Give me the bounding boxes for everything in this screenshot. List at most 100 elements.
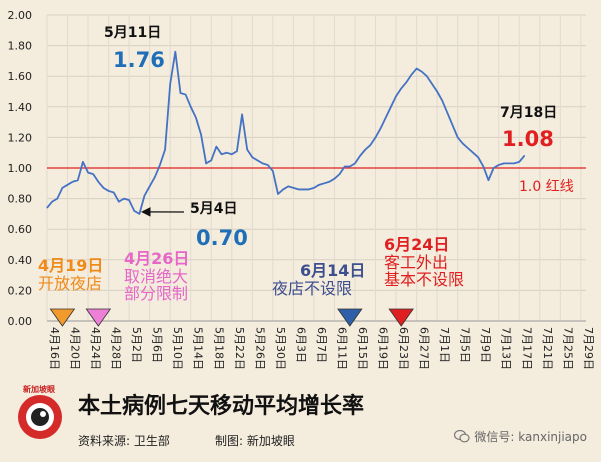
data-point	[256, 159, 259, 161]
event-apr26-date: 4月26日	[124, 249, 190, 268]
data-point	[344, 165, 346, 168]
data-point	[385, 116, 387, 119]
event-apr19: 4月19日 开放夜店	[38, 257, 103, 292]
data-point	[251, 156, 253, 158]
annotation-may4-value: 0.70	[196, 226, 248, 250]
data-point	[421, 71, 423, 73]
x-tick-label: 7月5日	[459, 327, 472, 363]
data-point	[282, 188, 284, 191]
data-point	[508, 162, 510, 165]
x-tick-label: 5月6日	[151, 327, 164, 363]
data-point	[457, 136, 459, 138]
data-point	[441, 100, 443, 102]
reference-line-label: 1.0 红线	[519, 179, 574, 195]
data-point	[390, 106, 392, 108]
data-point	[185, 93, 187, 96]
event-apr26: 4月26日 取消绝大 部分限制	[124, 250, 189, 303]
data-point	[272, 170, 274, 172]
data-point	[477, 156, 479, 158]
x-tick-label: 6月23日	[397, 327, 410, 370]
data-point	[159, 164, 161, 166]
data-point	[318, 184, 320, 186]
x-tick-label: 7月9日	[479, 327, 492, 363]
data-point	[174, 51, 176, 53]
data-point	[118, 201, 120, 203]
data-point	[374, 136, 377, 138]
data-point	[410, 74, 413, 76]
data-point	[56, 198, 58, 200]
annotation-jul18-value: 1.08	[502, 127, 554, 151]
event-marker-jun14	[337, 308, 363, 327]
data-point	[498, 164, 500, 166]
event-marker-jun24	[388, 308, 414, 327]
event-markers	[49, 308, 414, 327]
data-point	[179, 92, 182, 94]
event-marker-apr19	[49, 308, 76, 327]
data-point	[164, 149, 166, 151]
data-point	[241, 113, 243, 116]
data-point	[416, 67, 418, 70]
data-point	[446, 112, 448, 114]
data-point	[328, 181, 330, 183]
brand-logo-text: 新加坡眼	[23, 385, 55, 394]
y-tick-label: 0.00	[8, 315, 33, 328]
series-lines	[46, 50, 526, 215]
x-tick-label: 5月18日	[212, 327, 225, 370]
data-point	[123, 198, 125, 200]
data-point	[190, 106, 192, 108]
data-point	[102, 187, 105, 189]
event-marker-apr26	[85, 308, 112, 327]
data-point	[333, 178, 336, 180]
event-jun24-date: 6月24日	[384, 235, 450, 254]
data-point	[308, 188, 310, 191]
data-point	[467, 147, 469, 149]
y-tick-label: 2.00	[8, 9, 33, 22]
x-tick-label: 5月22日	[233, 327, 246, 370]
credit-note: 制图: 新加坡眼	[215, 434, 295, 448]
data-point	[231, 153, 233, 155]
x-axis-ticks: 4月16日 4月20日 4月24日 4月28日 5月2日 5月6日 5月10日 5月14日 5月…	[48, 327, 595, 370]
data-point	[523, 155, 526, 157]
data-point	[503, 162, 505, 165]
data-point	[313, 187, 315, 189]
data-point	[513, 162, 515, 165]
data-point	[426, 75, 428, 77]
y-axis-ticks: 0.00 0.20 0.40 0.60 0.80 1.00 1.20 1.40 1.60 1.80…	[8, 9, 33, 328]
data-point	[451, 124, 454, 126]
event-jun24: 6月24日 客工外出 基本不设限	[384, 236, 464, 289]
y-tick-label: 1.80	[8, 40, 33, 53]
data-point	[349, 165, 351, 168]
annotation-may4-date: 5月4日	[190, 201, 238, 217]
data-point	[51, 201, 53, 203]
x-tick-label: 5月30日	[274, 327, 287, 370]
data-point	[405, 81, 407, 83]
data-point	[339, 173, 341, 175]
data-point	[77, 179, 79, 181]
data-point	[169, 83, 171, 85]
data-point	[436, 90, 438, 93]
data-point	[369, 144, 371, 146]
y-tick-label: 1.20	[8, 131, 33, 144]
event-jun14-text: 夜店不设限	[272, 278, 353, 298]
data-point	[133, 210, 135, 212]
data-point	[138, 213, 140, 215]
x-tick-label: 4月28日	[110, 327, 123, 370]
data-point	[61, 187, 64, 189]
data-point	[87, 171, 89, 174]
data-point	[493, 167, 495, 169]
brand-logo: 新加坡眼	[10, 384, 68, 442]
data-point	[262, 162, 264, 165]
data-point	[482, 165, 484, 168]
data-point	[46, 207, 48, 209]
data-point	[82, 161, 84, 163]
data-point	[287, 185, 289, 187]
annotation-jul18-date: 7月18日	[500, 105, 558, 121]
data-point	[72, 181, 74, 183]
source-note: 资料来源: 卫生部	[78, 434, 170, 448]
data-point	[462, 142, 464, 145]
annotation-may11-value: 1.76	[113, 48, 165, 72]
x-tick-label: 6月3日	[294, 327, 307, 363]
data-point	[215, 145, 217, 148]
data-point	[267, 164, 269, 166]
